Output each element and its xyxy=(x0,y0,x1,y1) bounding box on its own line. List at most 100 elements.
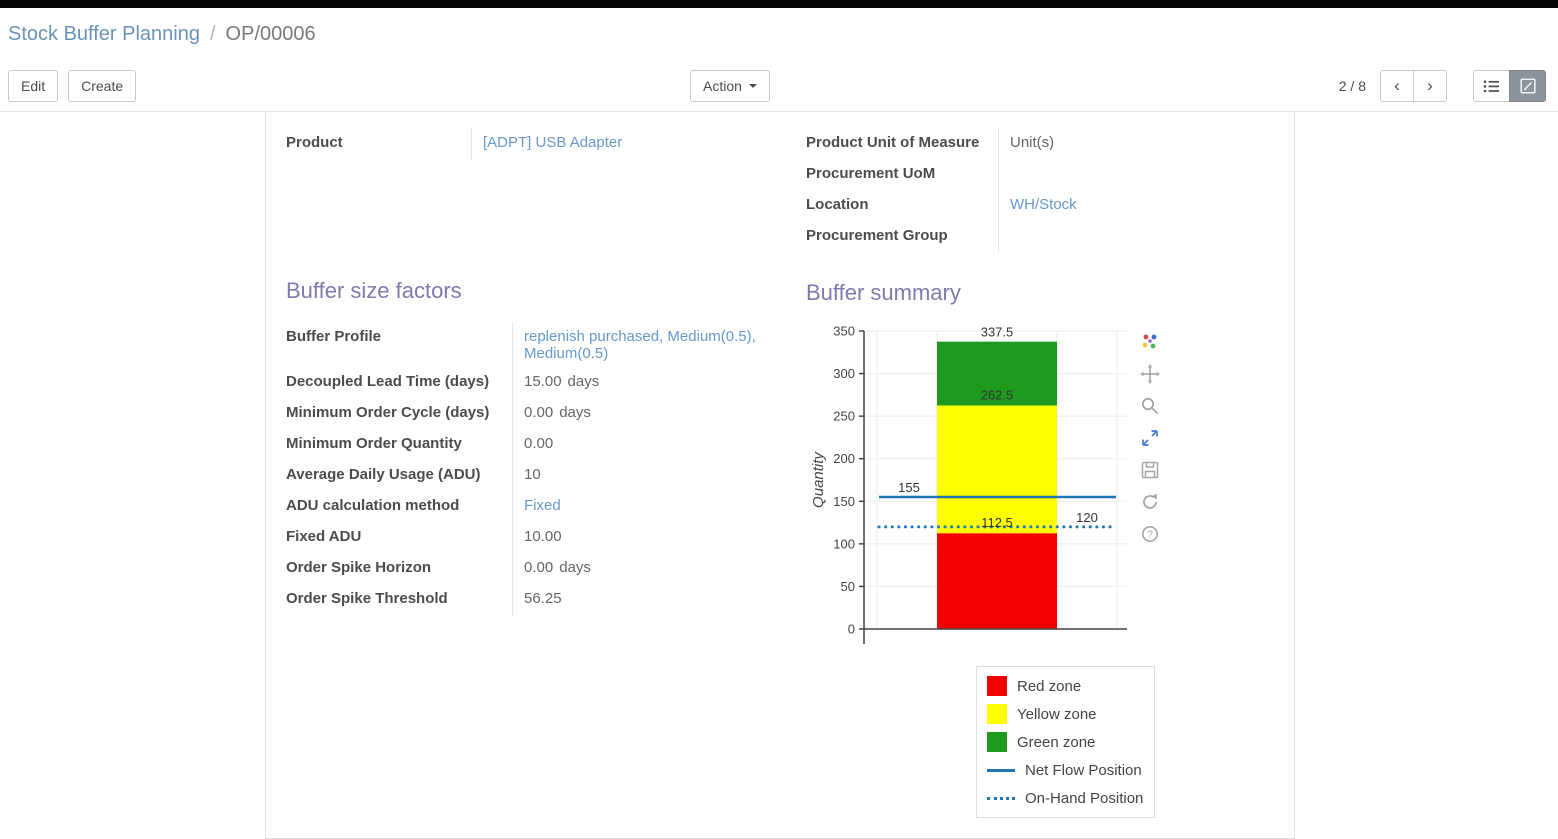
chevron-right-icon: › xyxy=(1427,76,1433,95)
field-label: Minimum Order Cycle (days) xyxy=(286,404,490,421)
field-suffix: days xyxy=(559,404,591,421)
list-view-icon xyxy=(1483,80,1499,92)
legend-item-green-zone[interactable]: Green zone xyxy=(977,728,1154,756)
product-field-group: Product [ADPT] USB Adapter xyxy=(286,128,771,159)
field-value: 0.00 xyxy=(512,429,794,460)
field-value: WH/Stock xyxy=(998,190,1274,221)
red-zone-bar xyxy=(937,533,1057,629)
pan-icon[interactable] xyxy=(1140,364,1160,384)
field-value: replenish purchased, Medium(0.5), Medium… xyxy=(512,322,794,367)
form-buttons: Edit Create xyxy=(8,70,137,102)
field-label: Average Daily Usage (ADU) xyxy=(286,466,481,483)
on-hand-position-swatch-icon xyxy=(987,796,1015,800)
autoscale-icon[interactable] xyxy=(1140,428,1160,448)
legend-item-red-zone[interactable]: Red zone xyxy=(977,672,1154,700)
field-row-buffer-profile: Buffer Profile replenish purchased, Mediu… xyxy=(286,322,794,367)
top-navbar xyxy=(0,0,1558,8)
refresh-icon[interactable] xyxy=(1140,492,1160,512)
field-link-adu-calculation-method[interactable]: Fixed xyxy=(524,497,561,514)
field-row-product: Product [ADPT] USB Adapter xyxy=(286,128,771,159)
field-value xyxy=(998,159,1274,190)
breadcrumb-separator: / xyxy=(209,22,216,45)
edit-button[interactable]: Edit xyxy=(8,70,59,102)
legend-item-on-hand-position[interactable]: On-Hand Position xyxy=(977,784,1154,812)
y-tick-label: 150 xyxy=(833,494,855,509)
pager-next-button[interactable]: › xyxy=(1413,70,1447,102)
y-tick-label: 50 xyxy=(841,579,855,594)
action-dropdown-button[interactable]: Action xyxy=(690,70,770,102)
field-value: 10.00 xyxy=(512,522,794,553)
pager-previous-button[interactable]: ‹ xyxy=(1380,70,1414,102)
field-text: 0.00 xyxy=(524,435,554,452)
net-flow-position-swatch-icon xyxy=(987,768,1015,772)
field-value: Fixed xyxy=(512,491,794,522)
save-icon[interactable] xyxy=(1140,460,1160,480)
action-area: Action xyxy=(690,70,770,102)
legend-label: Green zone xyxy=(1017,733,1096,751)
green-zone-swatch-icon xyxy=(987,732,1007,752)
buffer-size-factors-title: Buffer size factors xyxy=(286,278,462,303)
field-label: Procurement UoM xyxy=(806,165,936,182)
field-value: 10 xyxy=(512,460,794,491)
breadcrumb-current: OP/00006 xyxy=(225,22,316,45)
field-row-location: Location WH/Stock xyxy=(806,190,1274,221)
field-row-decoupled-lead-time-days: Decoupled Lead Time (days) 15.00 days xyxy=(286,367,794,398)
help-icon[interactable]: ? xyxy=(1140,524,1160,544)
y-tick-label: 100 xyxy=(833,536,855,551)
field-link-buffer-profile[interactable]: replenish purchased, Medium(0.5), Medium… xyxy=(524,328,756,362)
field-text: 10 xyxy=(524,466,541,483)
yellow-zone-swatch-icon xyxy=(987,704,1007,724)
buffer-summary-chart[interactable]: 0 50 100 150 200 250 300 350 Quantity 337.5 262.5 1… xyxy=(809,324,1174,666)
field-row-fixed-adu: Fixed ADU 10.00 xyxy=(286,522,794,553)
field-label: Fixed ADU xyxy=(286,528,362,545)
field-text: 0.00 xyxy=(524,404,554,421)
chart-annotation: 112.5 xyxy=(981,515,1013,530)
field-row-adu-calculation-method: ADU calculation method Fixed xyxy=(286,491,794,522)
field-row-average-daily-usage-adu: Average Daily Usage (ADU) 10 xyxy=(286,460,794,491)
breadcrumb-parent-link[interactable]: Stock Buffer Planning xyxy=(8,22,200,45)
field-text: Unit(s) xyxy=(1010,134,1055,151)
plotly-logo-icon[interactable] xyxy=(1140,332,1160,352)
legend-label: On-Hand Position xyxy=(1025,789,1144,807)
chart-canvas[interactable]: 0 50 100 150 200 250 300 350 Quantity 337.5 262.5 1… xyxy=(809,324,1174,666)
caret-down-icon xyxy=(748,84,757,88)
legend-item-net-flow-position[interactable]: Net Flow Position xyxy=(977,756,1154,784)
list-view-button[interactable] xyxy=(1473,70,1510,102)
field-value: 15.00 days xyxy=(512,367,794,398)
svg-text:?: ? xyxy=(1147,530,1153,541)
field-value: Unit(s) xyxy=(998,128,1274,159)
field-value: 0.00 days xyxy=(512,398,794,429)
legend-label: Yellow zone xyxy=(1017,705,1097,723)
field-row-order-spike-threshold: Order Spike Threshold 56.25 xyxy=(286,584,794,615)
field-label: ADU calculation method xyxy=(286,497,460,514)
chart-annotation: 155 xyxy=(898,480,920,495)
field-label: Procurement Group xyxy=(806,227,948,244)
field-value: 56.25 xyxy=(512,584,794,615)
field-row-product-unit-of-measure: Product Unit of Measure Unit(s) xyxy=(806,128,1274,159)
legend-item-yellow-zone[interactable]: Yellow zone xyxy=(977,700,1154,728)
green-zone-bar xyxy=(937,341,1057,406)
field-row-procurement-uom: Procurement UoM xyxy=(806,159,1274,190)
action-label: Action xyxy=(703,78,742,94)
form-view-button[interactable] xyxy=(1509,70,1546,102)
zoom-icon[interactable] xyxy=(1140,396,1160,416)
field-label: Order Spike Horizon xyxy=(286,559,432,576)
field-label: Minimum Order Quantity xyxy=(286,435,462,452)
create-button[interactable]: Create xyxy=(68,70,137,102)
buffer-summary-title: Buffer summary xyxy=(806,280,961,305)
field-label: Decoupled Lead Time (days) xyxy=(286,373,490,390)
field-text: 56.25 xyxy=(524,590,562,607)
chart-annotation: 120 xyxy=(1076,510,1098,525)
field-value xyxy=(998,221,1274,252)
control-panel: Edit Create Action 2 / 8 ‹ › xyxy=(0,60,1558,112)
view-switcher xyxy=(1473,70,1546,102)
field-link-product[interactable]: [ADPT] USB Adapter xyxy=(483,134,623,151)
field-text: 15.00 xyxy=(524,373,562,390)
pager-area: 2 / 8 ‹ › xyxy=(1339,70,1546,102)
chart-annotation: 262.5 xyxy=(981,388,1014,403)
chart-legend: Red zone Yellow zone Green zone Net Flow Po… xyxy=(976,666,1155,818)
y-tick-label: 350 xyxy=(833,326,855,339)
legend-label: Net Flow Position xyxy=(1025,761,1142,779)
field-link-location[interactable]: WH/Stock xyxy=(1010,196,1077,213)
field-row-minimum-order-quantity: Minimum Order Quantity 0.00 xyxy=(286,429,794,460)
